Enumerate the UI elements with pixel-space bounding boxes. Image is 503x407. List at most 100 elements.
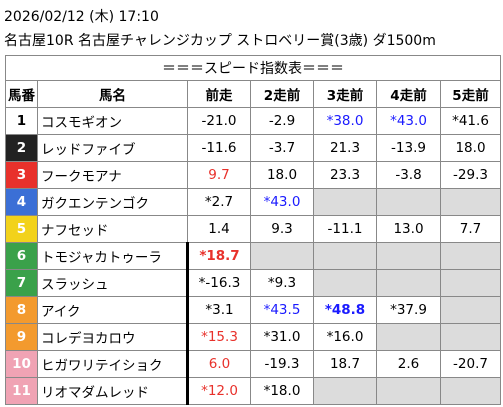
horse-row: 10 ヒガワリテイショク 6.0 -19.3 18.7 2.6 -20.7 <box>5 350 502 378</box>
speed-index: *3.1 <box>186 296 251 324</box>
table-title: ＝＝＝スピード指数表＝＝＝ <box>4 55 502 81</box>
speed-index: *15.3 <box>186 323 251 351</box>
speed-index: -11.6 <box>187 134 251 162</box>
speed-index: *37.9 <box>376 296 441 324</box>
horse-name: ナフセッド <box>37 215 188 243</box>
horse-row: 3 フークモアナ 9.7 18.0 23.3 -3.8 -29.3 <box>5 161 502 189</box>
empty-cell <box>376 188 441 216</box>
empty-cell <box>313 242 377 270</box>
speed-index: -21.0 <box>187 107 251 135</box>
speed-index: 9.7 <box>187 161 251 189</box>
empty-cell <box>439 377 502 405</box>
horse-number: 3 <box>5 161 38 189</box>
speed-index: 1.4 <box>187 215 251 243</box>
speed-index: *38.0 <box>313 107 377 135</box>
speed-table: ＝＝＝スピード指数表＝＝＝ 馬番 馬名 前走 2走前 3走前 4走前 5走前 1 コスモギオン -2… <box>4 55 502 405</box>
empty-cell <box>439 269 502 297</box>
speed-index: *18.7 <box>186 242 251 270</box>
speed-index: 7.7 <box>439 215 502 243</box>
empty-cell <box>376 323 441 351</box>
horse-row: 9 コレデヨカロウ *15.3 *31.0 *16.0 <box>5 323 502 351</box>
speed-index: 9.3 <box>250 215 314 243</box>
horse-row: 5 ナフセッド 1.4 9.3 -11.1 13.0 7.7 <box>5 215 502 243</box>
horse-number: 10 <box>5 350 38 378</box>
speed-index: *43.5 <box>250 296 314 324</box>
horse-name: トモジャカトゥーラ <box>37 242 188 270</box>
column-header: 4走前 <box>376 80 441 108</box>
speed-index: *2.7 <box>187 188 251 216</box>
empty-cell <box>376 377 441 405</box>
speed-index: -2.9 <box>250 107 314 135</box>
date-line: 2026/02/12 (木) 17:10 <box>4 9 159 25</box>
empty-cell <box>439 296 502 324</box>
empty-cell <box>439 188 502 216</box>
speed-index: *41.6 <box>439 107 502 135</box>
horse-number: 1 <box>5 107 38 135</box>
horse-name: スラッシュ <box>37 269 188 297</box>
speed-index: -3.7 <box>250 134 314 162</box>
horse-name: コスモギオン <box>37 107 188 135</box>
speed-index: *12.0 <box>186 377 251 405</box>
empty-cell <box>313 377 377 405</box>
horse-name: フークモアナ <box>37 161 188 189</box>
horse-name: リオマダムレッド <box>37 377 188 405</box>
horse-number: 6 <box>5 242 38 270</box>
empty-cell <box>376 269 441 297</box>
horse-row: 1 コスモギオン -21.0 -2.9 *38.0 *43.0 *41.6 <box>5 107 502 135</box>
horse-row: 6 トモジャカトゥーラ *18.7 <box>5 242 502 270</box>
speed-index: *48.8 <box>313 296 377 324</box>
horse-number: 4 <box>5 188 38 216</box>
speed-index: 18.0 <box>439 134 502 162</box>
speed-index: -19.3 <box>250 350 314 378</box>
column-header: 馬番 <box>5 80 38 108</box>
horse-name: ガクエンテンゴク <box>37 188 188 216</box>
title-row: ＝＝＝スピード指数表＝＝＝ <box>4 55 502 81</box>
race-line: 名古屋10R 名古屋チャレンジカップ ストロベリー賞(3歳) ダ1500m <box>4 33 436 49</box>
horse-row: 4 ガクエンテンゴク *2.7 *43.0 <box>5 188 502 216</box>
speed-index: 18.0 <box>250 161 314 189</box>
column-header: 馬名 <box>37 80 188 108</box>
speed-index: -3.8 <box>376 161 441 189</box>
empty-cell <box>313 188 377 216</box>
column-header: 3走前 <box>313 80 377 108</box>
horse-name: ヒガワリテイショク <box>37 350 188 378</box>
horse-number: 7 <box>5 269 38 297</box>
speed-index: 13.0 <box>376 215 441 243</box>
speed-index: *43.0 <box>250 188 314 216</box>
speed-index: 21.3 <box>313 134 377 162</box>
speed-index: 2.6 <box>376 350 441 378</box>
horse-name: レッドファイブ <box>37 134 188 162</box>
speed-index: *18.0 <box>250 377 314 405</box>
horse-row: 8 アイク *3.1 *43.5 *48.8 *37.9 <box>5 296 502 324</box>
horse-name: コレデヨカロウ <box>37 323 188 351</box>
empty-cell <box>376 242 441 270</box>
empty-cell <box>439 323 502 351</box>
speed-index: *16.0 <box>313 323 377 351</box>
horse-row: 11 リオマダムレッド *12.0 *18.0 <box>5 377 502 405</box>
horse-row: 2 レッドファイブ -11.6 -3.7 21.3 -13.9 18.0 <box>5 134 502 162</box>
speed-index: *31.0 <box>250 323 314 351</box>
speed-index: -20.7 <box>439 350 502 378</box>
speed-index: -13.9 <box>376 134 441 162</box>
empty-cell <box>250 242 314 270</box>
speed-index: 23.3 <box>313 161 377 189</box>
empty-cell <box>313 269 377 297</box>
horse-number: 9 <box>5 323 38 351</box>
horse-name: アイク <box>37 296 188 324</box>
column-header: 2走前 <box>250 80 314 108</box>
column-header: 5走前 <box>439 80 502 108</box>
speed-index: 18.7 <box>313 350 377 378</box>
speed-index: -29.3 <box>439 161 502 189</box>
horse-row: 7 スラッシュ *-16.3 *9.3 <box>5 269 502 297</box>
header-row: 馬番 馬名 前走 2走前 3走前 4走前 5走前 <box>5 80 502 108</box>
speed-index: 6.0 <box>186 350 251 378</box>
speed-index: -11.1 <box>313 215 377 243</box>
horse-number: 2 <box>5 134 38 162</box>
speed-index: *9.3 <box>250 269 314 297</box>
speed-index: *-16.3 <box>186 269 251 297</box>
empty-cell <box>439 242 502 270</box>
horse-number: 8 <box>5 296 38 324</box>
column-header: 前走 <box>187 80 251 108</box>
horse-number: 11 <box>5 377 38 405</box>
